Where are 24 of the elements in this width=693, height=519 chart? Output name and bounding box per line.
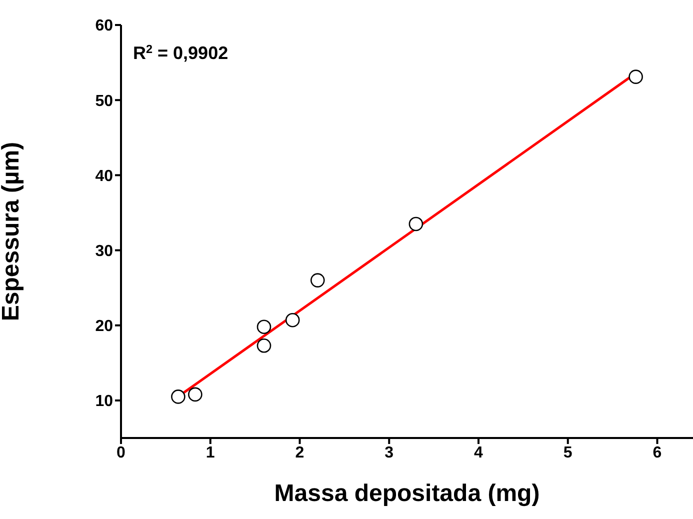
x-tick-label: 5 [563,444,572,462]
point [256,338,272,353]
x-tick-label: 2 [295,444,304,462]
point [188,387,202,402]
x-tick-label: 4 [474,444,484,462]
point [285,312,300,328]
point [310,273,325,288]
y-tick-label: 40 [95,168,114,185]
y-tick-label: 50 [95,92,114,110]
point [171,390,186,404]
annotation: R$^{2}$ = 0,9902 [133,42,228,63]
y-axis-title: Espessura (µm) [0,142,25,322]
y-tick-label: 60 [95,18,114,35]
y-tick-label: 10 [95,393,114,410]
y-tick-label: 30 [95,242,114,260]
x-tick-label: 0 [116,444,126,462]
x-axis-title: Massa depositada (mg) [274,480,540,507]
point [256,320,272,334]
y-tick-label: 20 [95,318,114,336]
point [408,216,424,232]
point [628,70,643,84]
x-tick-label: 1 [206,444,215,462]
x-tick-label: 6 [652,444,662,462]
x-tick-label: 3 [384,444,394,462]
